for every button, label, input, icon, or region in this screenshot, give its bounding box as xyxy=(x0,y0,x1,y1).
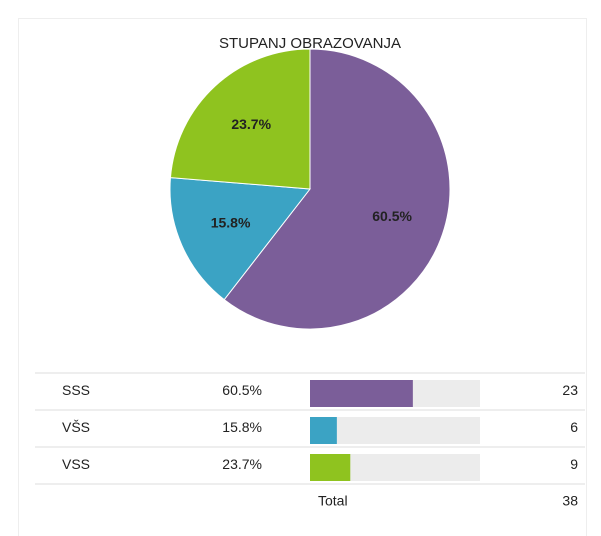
slice-label: 15.8% xyxy=(211,215,251,231)
total-label: Total xyxy=(318,493,348,509)
row-name: VŠS xyxy=(62,419,90,435)
card-border xyxy=(18,18,587,536)
row-percent: 60.5% xyxy=(222,382,262,398)
row-name: SSS xyxy=(62,382,90,398)
total-value: 38 xyxy=(562,493,578,509)
row-count: 9 xyxy=(570,456,578,472)
bar xyxy=(310,454,351,481)
pie-slice xyxy=(169,177,311,301)
bar xyxy=(310,417,337,444)
slice-label: 60.5% xyxy=(372,208,412,224)
row-count: 6 xyxy=(570,419,578,435)
slice-label: 23.7% xyxy=(231,116,271,132)
row-percent: 23.7% xyxy=(222,456,262,472)
chart-title: STUPANJ OBRAZOVANJA xyxy=(219,35,401,52)
bar-track xyxy=(310,417,480,444)
pie-slice xyxy=(169,48,311,190)
row-percent: 15.8% xyxy=(222,419,262,435)
row-name: VSS xyxy=(62,456,90,472)
row-count: 23 xyxy=(562,382,578,398)
bar xyxy=(310,380,413,407)
pie-slice xyxy=(223,48,451,330)
